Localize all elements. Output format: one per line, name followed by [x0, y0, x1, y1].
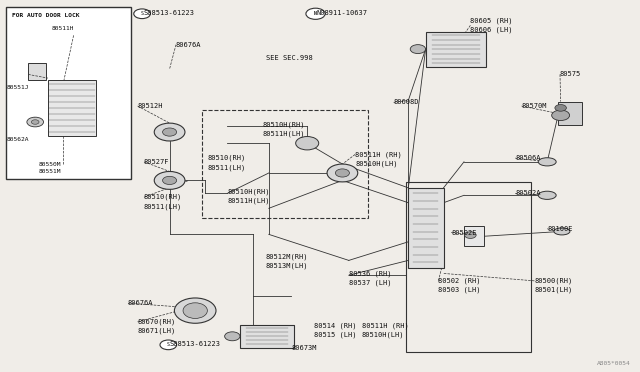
Text: 80513M(LH): 80513M(LH) — [266, 263, 308, 269]
Circle shape — [163, 128, 177, 136]
Bar — [406, 182, 531, 352]
Text: 80511H(LH): 80511H(LH) — [262, 131, 305, 137]
Text: 80575: 80575 — [560, 71, 581, 77]
Text: 80550M: 80550M — [38, 161, 61, 167]
Ellipse shape — [183, 303, 207, 318]
Text: 80503 (LH): 80503 (LH) — [438, 287, 481, 294]
Text: 80500(RH): 80500(RH) — [534, 278, 573, 284]
Text: 80551J: 80551J — [6, 85, 29, 90]
Text: 80510H(LH): 80510H(LH) — [362, 331, 404, 338]
Bar — [202, 110, 368, 218]
Bar — [48, 80, 96, 136]
Circle shape — [225, 332, 240, 341]
Text: S: S — [167, 342, 170, 347]
Text: N: N — [314, 11, 317, 16]
Circle shape — [465, 232, 476, 238]
Text: 80511H(LH): 80511H(LH) — [227, 198, 269, 204]
Text: SEE SEC.998: SEE SEC.998 — [266, 55, 312, 61]
Text: 80511H: 80511H — [51, 26, 74, 31]
Circle shape — [327, 164, 358, 182]
Text: 80537 (LH): 80537 (LH) — [349, 279, 391, 286]
Text: 80562A: 80562A — [6, 137, 29, 142]
Text: 80527F: 80527F — [144, 159, 170, 165]
Text: S08513-61223: S08513-61223 — [170, 341, 221, 347]
Text: 80512M(RH): 80512M(RH) — [266, 253, 308, 260]
Circle shape — [335, 169, 349, 177]
Text: 80510(RH): 80510(RH) — [144, 194, 182, 201]
Text: 80514 (RH): 80514 (RH) — [314, 322, 356, 329]
Text: 80510H(LH): 80510H(LH) — [355, 160, 397, 167]
Ellipse shape — [538, 158, 556, 166]
Text: 80506A: 80506A — [515, 155, 541, 161]
Text: 80536 (RH): 80536 (RH) — [349, 270, 391, 277]
Circle shape — [306, 8, 325, 19]
Circle shape — [31, 120, 39, 124]
Text: 80608D: 80608D — [394, 99, 419, 105]
Circle shape — [154, 123, 185, 141]
Ellipse shape — [554, 228, 570, 235]
Circle shape — [160, 340, 177, 350]
Text: S: S — [141, 11, 143, 16]
Text: 80606 (LH): 80606 (LH) — [470, 26, 513, 33]
Bar — [558, 102, 582, 125]
Circle shape — [27, 117, 44, 127]
Text: 80511H (RH): 80511H (RH) — [355, 151, 402, 158]
Text: 80605 (RH): 80605 (RH) — [470, 17, 513, 24]
Bar — [28, 63, 46, 80]
Text: 80510(RH): 80510(RH) — [208, 155, 246, 161]
Text: 80570M: 80570M — [522, 103, 547, 109]
Text: 80511(LH): 80511(LH) — [208, 164, 246, 171]
Text: 80670(RH): 80670(RH) — [138, 318, 176, 325]
Text: 80501(LH): 80501(LH) — [534, 287, 573, 294]
Text: 80502E: 80502E — [451, 230, 477, 235]
Ellipse shape — [538, 191, 556, 199]
Circle shape — [555, 105, 566, 111]
Text: 80510H(RH): 80510H(RH) — [227, 188, 269, 195]
Bar — [6, 7, 131, 179]
Text: S08513-61223: S08513-61223 — [144, 10, 195, 16]
Circle shape — [163, 176, 177, 185]
Bar — [240, 325, 294, 348]
Text: 80676A: 80676A — [176, 42, 202, 48]
Circle shape — [552, 110, 570, 121]
Text: 80671(LH): 80671(LH) — [138, 328, 176, 334]
Text: 80673M: 80673M — [291, 345, 317, 351]
Text: 80100E: 80100E — [547, 226, 573, 232]
Bar — [464, 226, 484, 246]
Circle shape — [410, 45, 426, 54]
Bar — [408, 188, 444, 268]
Text: 80512H: 80512H — [138, 103, 163, 109]
Circle shape — [134, 9, 150, 19]
Text: N08911-10637: N08911-10637 — [317, 10, 368, 16]
Text: 80511H (RH): 80511H (RH) — [362, 322, 408, 329]
Ellipse shape — [174, 298, 216, 323]
Circle shape — [154, 171, 185, 189]
Text: 80676A: 80676A — [128, 300, 154, 306]
Bar — [426, 32, 486, 67]
Text: FOR AUTO DOOR LOCK: FOR AUTO DOOR LOCK — [12, 13, 79, 18]
Text: 80551M: 80551M — [38, 169, 61, 174]
Text: 80502A: 80502A — [515, 190, 541, 196]
Text: 80515 (LH): 80515 (LH) — [314, 331, 356, 338]
Text: 80502 (RH): 80502 (RH) — [438, 278, 481, 284]
Text: A805*0054: A805*0054 — [596, 362, 630, 366]
Circle shape — [296, 137, 319, 150]
Text: 80510H(RH): 80510H(RH) — [262, 121, 305, 128]
Text: 80511(LH): 80511(LH) — [144, 203, 182, 210]
